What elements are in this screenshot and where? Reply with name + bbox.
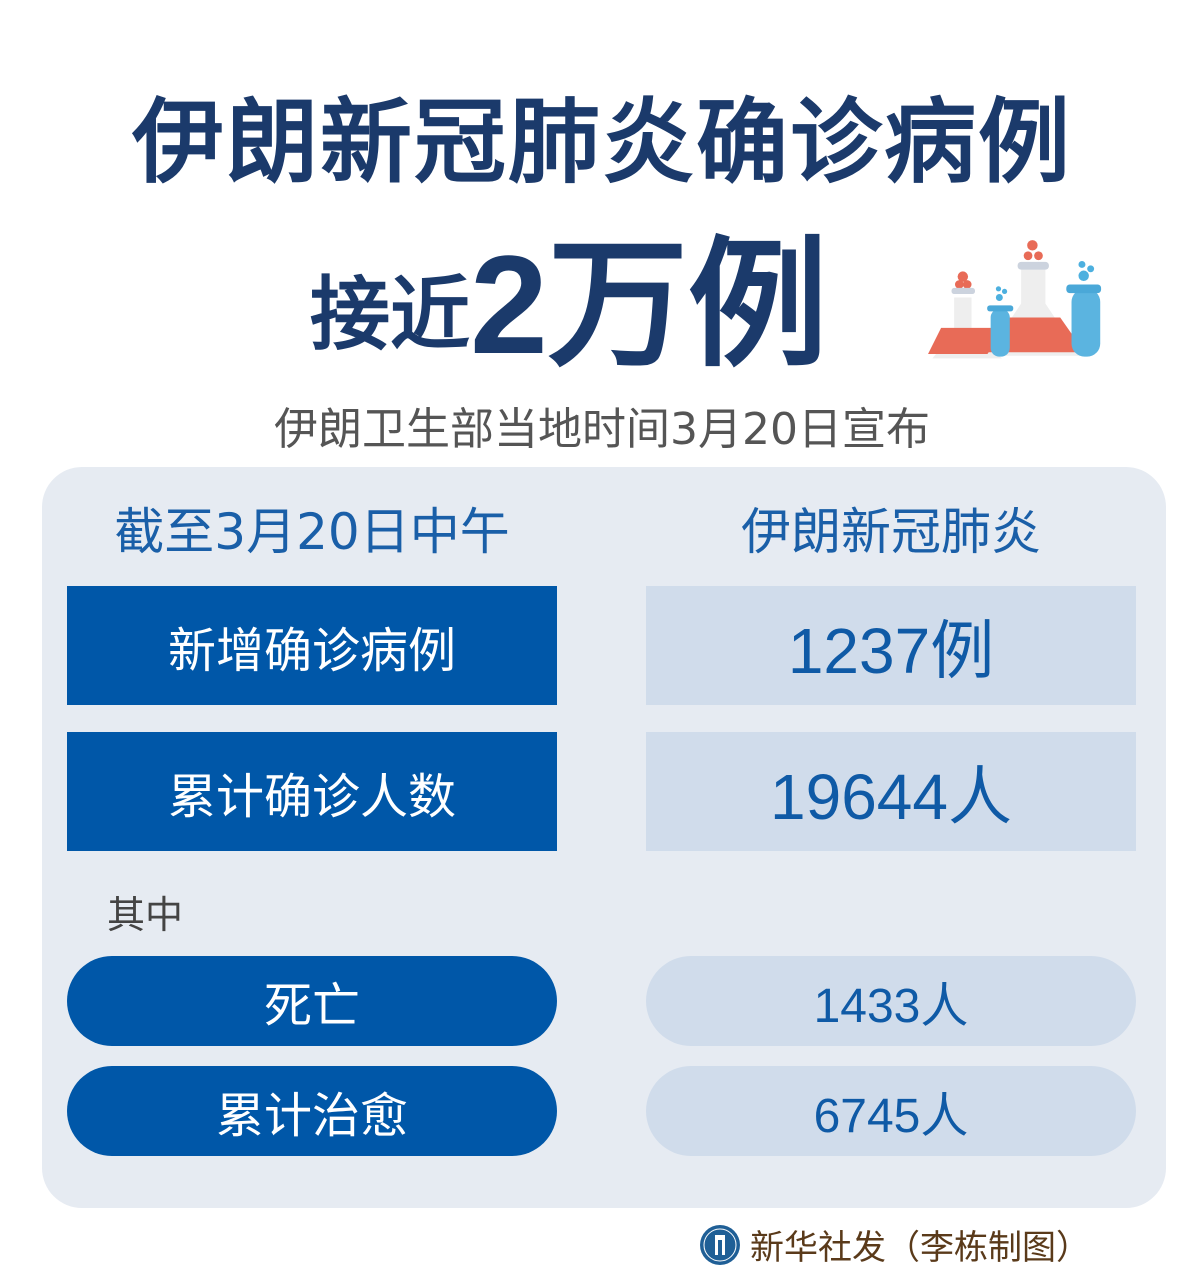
deaths-label: 死亡 <box>67 956 557 1046</box>
title-line-1: 伊朗新冠肺炎确诊病例 <box>131 89 1072 196</box>
footer: 新华社发（李栋制图） <box>698 1220 1090 1269</box>
new-cases-label: 新增确诊病例 <box>67 586 557 705</box>
footer-credit: 新华社发（李栋制图） <box>750 1228 1090 1268</box>
deaths-value: 1433人 <box>646 956 1136 1046</box>
lab-flask-icon <box>928 240 1102 359</box>
recovered-value: 6745人 <box>646 1066 1136 1156</box>
right-header: 伊朗新冠肺炎 <box>741 503 1041 561</box>
recovered-label: 累计治愈 <box>67 1066 557 1156</box>
xinhua-logo-icon <box>700 1224 740 1265</box>
total-cases-label: 累计确诊人数 <box>67 732 557 851</box>
sub-label: 其中 <box>107 893 184 937</box>
title-prefix: 接近 <box>310 268 470 361</box>
title-line-2: 接近 2万例 <box>310 230 828 380</box>
left-header: 截至3月20日中午 <box>114 503 510 561</box>
title-main: 2万例 <box>470 226 828 383</box>
total-cases-value: 19644人 <box>646 732 1136 851</box>
new-cases-value: 1237例 <box>646 586 1136 705</box>
subtitle: 伊朗卫生部当地时间3月20日宣布 <box>274 404 930 455</box>
